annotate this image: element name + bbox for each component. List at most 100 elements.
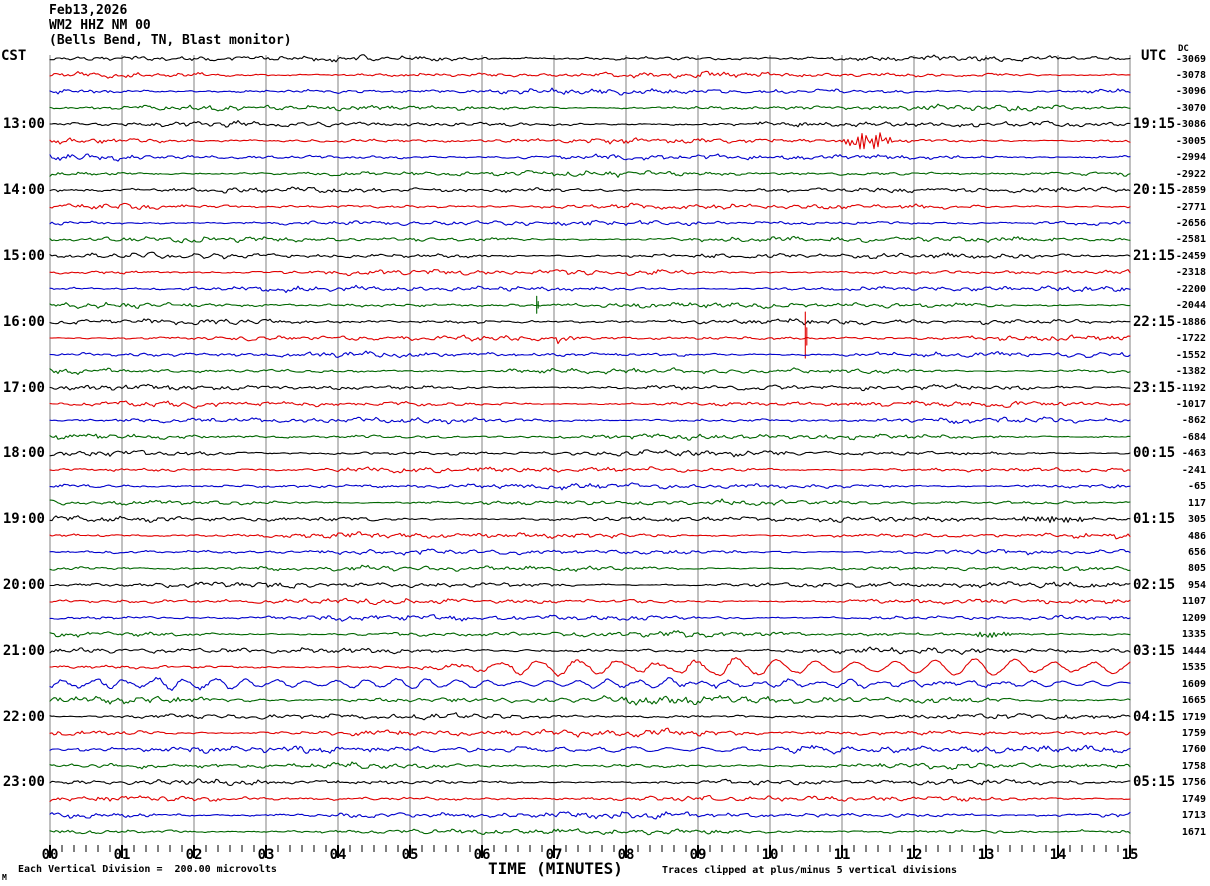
dc-value: 1758 — [1181, 760, 1206, 772]
utc-hour-label: 22:15 — [1133, 313, 1176, 330]
trace-row-12:30 — [49, 87, 1131, 96]
traces — [49, 54, 1131, 836]
dc-value: -2200 — [1175, 283, 1206, 295]
trace-row-16:30 — [49, 350, 1131, 359]
trace-row-23:45 — [49, 828, 1131, 836]
dc-value: 117 — [1187, 497, 1206, 509]
trace-row-19:30 — [49, 548, 1131, 556]
trace-row-22:45 — [49, 761, 1131, 771]
trace-row-18:45 — [49, 498, 1131, 507]
trace-row-14:45 — [49, 235, 1131, 244]
trace-row-15:00 — [49, 251, 1131, 260]
dc-value: -65 — [1187, 481, 1206, 493]
trace-row-15:45 — [49, 295, 1131, 314]
x-axis-ticks — [49, 845, 1131, 858]
trace-row-18:00 — [49, 449, 1131, 458]
trace-row-12:15 — [49, 70, 1131, 79]
clipping-note: Traces clipped at plus/minus 5 vertical … — [662, 865, 958, 876]
dc-value: -2994 — [1175, 152, 1206, 164]
dc-column-header: DC — [1178, 44, 1189, 54]
vertical-division-note: Each Vertical Division = 200.00 microvol… — [18, 864, 277, 875]
plot-date: Feb13,2026 — [49, 3, 128, 18]
trace-row-19:45 — [49, 564, 1131, 572]
x-tick-label: 13 — [977, 847, 995, 863]
x-tick-label: 07 — [545, 847, 563, 863]
cst-hour-label: 15:00 — [2, 247, 45, 264]
trace-row-14:15 — [49, 202, 1131, 210]
station-id: WM2 HHZ NM 00 — [49, 18, 151, 33]
cst-hour-label: 21:00 — [2, 642, 45, 659]
cst-hour-label: 17:00 — [2, 379, 45, 396]
x-tick-label: 01 — [113, 847, 131, 863]
x-tick-label: 15 — [1121, 847, 1139, 863]
utc-hour-label: 05:15 — [1133, 774, 1176, 791]
x-tick-label: 00 — [41, 847, 59, 863]
x-axis-title: TIME (MINUTES) — [488, 859, 623, 878]
trace-row-22:30 — [49, 744, 1131, 755]
trace-row-20:45 — [49, 630, 1131, 638]
trace-row-17:15 — [49, 400, 1131, 409]
trace-row-17:30 — [49, 416, 1131, 425]
dc-value: 1756 — [1181, 777, 1206, 789]
dc-value: 1713 — [1181, 810, 1206, 822]
trace-row-20:00 — [49, 581, 1131, 589]
trace-row-13:45 — [49, 170, 1131, 178]
dc-value: 1107 — [1181, 596, 1206, 608]
trace-row-21:30 — [49, 676, 1131, 691]
x-tick-label: 04 — [329, 847, 347, 863]
x-tick-label: 09 — [689, 847, 707, 863]
trace-row-23:00 — [49, 778, 1131, 787]
trace-row-14:30 — [49, 219, 1131, 227]
x-tick-label: 14 — [1049, 847, 1067, 863]
utc-hour-label: 20:15 — [1133, 182, 1176, 199]
dc-value: -684 — [1181, 431, 1206, 443]
dc-value: 1665 — [1181, 695, 1206, 707]
dc-value: -1722 — [1175, 333, 1206, 345]
station-description: (Bells Bend, TN, Blast monitor) — [49, 33, 292, 48]
utc-hour-label: 19:15 — [1133, 116, 1176, 133]
dc-value: -2318 — [1175, 267, 1206, 279]
utc-hour-label: 01:15 — [1133, 511, 1176, 528]
trace-row-23:30 — [49, 811, 1131, 820]
dc-value: 486 — [1187, 530, 1206, 542]
utc-hour-label: 03:15 — [1133, 642, 1176, 659]
dc-value: -1552 — [1175, 349, 1206, 361]
dc-value: 1671 — [1181, 826, 1206, 838]
x-tick-label: 05 — [401, 847, 419, 863]
trace-row-17:00 — [49, 383, 1131, 392]
dc-value: 656 — [1187, 547, 1206, 558]
corner-mark: M — [2, 873, 7, 882]
dc-value: -1886 — [1175, 316, 1206, 328]
x-tick-label: 12 — [905, 847, 923, 863]
utc-hour-label: 23:15 — [1133, 379, 1176, 396]
trace-row-20:15 — [49, 597, 1131, 606]
trace-row-22:00 — [49, 712, 1131, 721]
dc-value: 1335 — [1181, 629, 1206, 641]
dc-value: 1609 — [1181, 678, 1206, 690]
dc-value: -1017 — [1175, 398, 1206, 410]
trace-row-19:15 — [49, 531, 1131, 540]
trace-row-16:00 — [49, 318, 1131, 326]
x-tick-label: 02 — [185, 847, 203, 863]
trace-row-23:15 — [49, 794, 1131, 802]
dc-value: -241 — [1181, 464, 1206, 476]
dc-value: -2771 — [1175, 201, 1206, 213]
dc-value: -2656 — [1175, 218, 1206, 229]
trace-row-21:15 — [49, 657, 1131, 677]
utc-hour-label: 02:15 — [1133, 576, 1176, 593]
trace-row-13:00 — [49, 120, 1131, 128]
x-tick-label: 08 — [617, 847, 635, 863]
dc-value: -3078 — [1175, 69, 1206, 81]
cst-hour-label: 23:00 — [2, 774, 45, 791]
dc-value: 1535 — [1181, 662, 1206, 674]
dc-value: -1382 — [1175, 366, 1206, 378]
trace-row-21:00 — [49, 646, 1131, 655]
dc-value: -3005 — [1175, 135, 1206, 147]
trace-row-16:45 — [49, 367, 1131, 375]
trace-row-18:30 — [49, 482, 1131, 491]
x-tick-label: 10 — [761, 847, 779, 863]
trace-row-15:15 — [49, 269, 1131, 277]
utc-hour-label: 21:15 — [1133, 247, 1176, 264]
